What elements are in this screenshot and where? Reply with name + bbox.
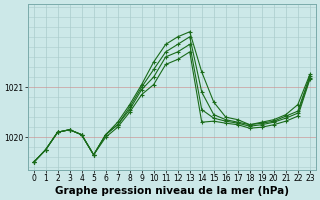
X-axis label: Graphe pression niveau de la mer (hPa): Graphe pression niveau de la mer (hPa) xyxy=(55,186,289,196)
